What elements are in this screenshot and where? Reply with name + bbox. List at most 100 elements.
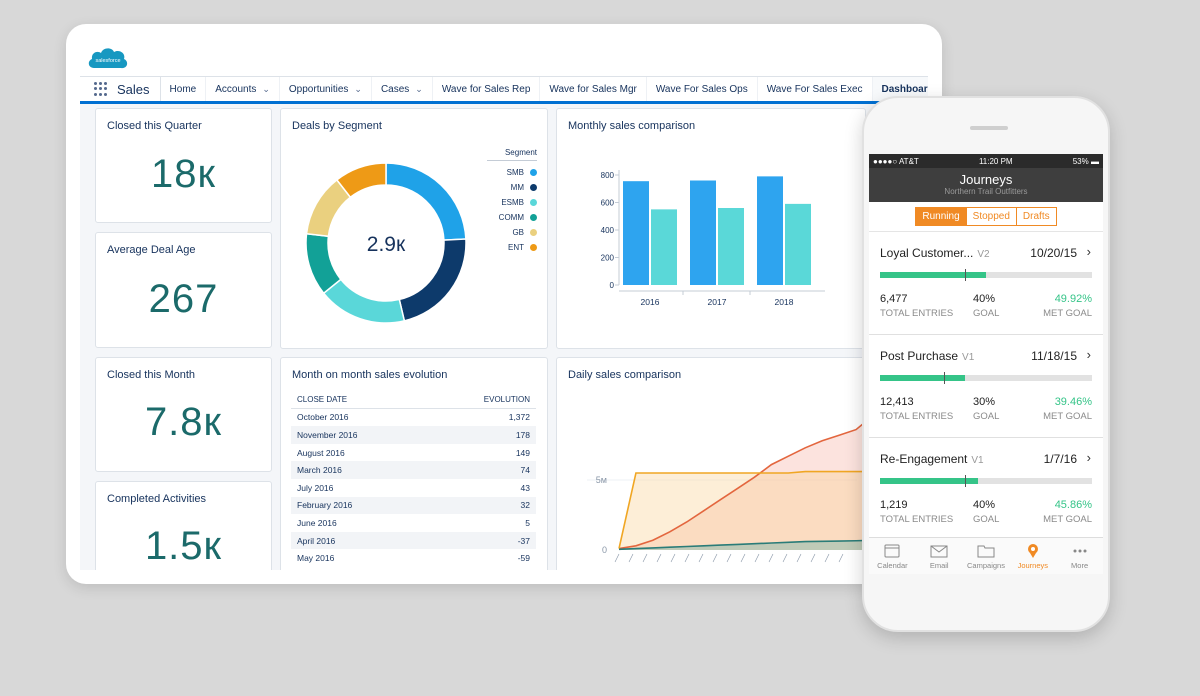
nav-tab-home[interactable]: Home	[161, 77, 207, 101]
area-line-series-3[interactable]	[618, 539, 867, 551]
segment-legend: Segment SMB MM ESMB COMM GB ENT	[487, 148, 537, 255]
cell-evolution: -37	[517, 535, 530, 546]
legend-item-smb[interactable]: SMB	[487, 165, 537, 180]
phone-title-bar: Journeys Northern Trail Outfitters	[869, 168, 1103, 202]
bar-2018-series-1[interactable]	[757, 176, 783, 285]
table-row[interactable]: July 2016 43	[291, 479, 536, 497]
column-header-evolution[interactable]: EVOLUTION	[483, 394, 530, 404]
metric-title: Closed this Quarter	[107, 120, 202, 132]
table-row[interactable]: June 2016 5	[291, 514, 536, 532]
legend-label: MM	[510, 183, 524, 192]
status-segmented-control: Running Stopped Drafts	[869, 202, 1103, 232]
bar-2018-series-2[interactable]	[785, 203, 811, 285]
journey-date: 11/18/15	[1031, 349, 1077, 363]
segment-stopped[interactable]: Stopped	[966, 207, 1017, 226]
folder-icon	[977, 545, 995, 558]
legend-label: GB	[512, 228, 524, 237]
donut-slice-esmb[interactable]	[322, 278, 406, 324]
journey-card[interactable]: Loyal Customer... V2 10/20/15 › 6,477 TOTAL E…	[869, 232, 1103, 335]
column-header-close-date[interactable]: CLOSE DATE	[297, 394, 348, 404]
battery-label: 53% ▬	[1073, 157, 1099, 166]
chevron-down-icon[interactable]: ⌄	[415, 83, 423, 94]
cell-close-date: October 2016	[297, 412, 349, 423]
legend-label: ENT	[508, 243, 524, 252]
svg-text:salesforce: salesforce	[95, 58, 120, 64]
card-title: Monthly sales comparison	[568, 120, 696, 132]
chevron-down-icon[interactable]: ⌄	[354, 83, 362, 94]
chevron-right-icon[interactable]: ›	[1086, 347, 1091, 362]
carrier-label: ●●●●○ AT&T	[873, 156, 919, 166]
donut-slice-smb[interactable]	[385, 162, 467, 241]
legend-label: ESMB	[501, 198, 524, 207]
chevron-right-icon[interactable]: ›	[1086, 244, 1091, 259]
tab-calendar[interactable]: Calendar	[869, 538, 916, 574]
journey-goal-marker	[964, 475, 966, 487]
nav-tab-wave-for-sales-exec[interactable]: Wave For Sales Exec	[758, 77, 873, 101]
cell-close-date: August 2016	[297, 447, 345, 458]
x-tick-mark	[614, 553, 620, 563]
journey-title: Re-Engagement	[880, 452, 968, 466]
cell-evolution: 178	[515, 429, 530, 440]
area-line-series-2[interactable]	[618, 470, 867, 549]
table-row[interactable]: February 2016 32	[291, 496, 536, 515]
table-row[interactable]: November 2016 178	[291, 426, 536, 444]
table-row[interactable]: August 2016 149	[291, 444, 536, 462]
bar-2016-series-2[interactable]	[651, 209, 677, 285]
donut-slice-mm[interactable]	[398, 238, 467, 322]
journey-met-label: MET GOAL	[1043, 514, 1092, 525]
nav-tab-wave-for-sales-mgr[interactable]: Wave for Sales Mgr	[540, 77, 647, 101]
app-launcher[interactable]: Sales	[80, 77, 161, 101]
table-row[interactable]: October 2016 1,372	[291, 409, 536, 427]
phone-subtitle: Northern Trail Outfitters	[944, 187, 1028, 196]
nav-tab-cases[interactable]: Cases ⌄	[372, 77, 433, 101]
area-line-series-1[interactable]	[618, 416, 867, 550]
tab-more[interactable]: More	[1056, 538, 1103, 574]
journey-card[interactable]: Post Purchase V1 11/18/15 › 12,413 TOTAL ENTR…	[869, 335, 1103, 438]
nav-tab-wave-for-sales-rep[interactable]: Wave for Sales Rep	[433, 77, 541, 101]
x-tick-mark	[824, 553, 830, 563]
tab-campaigns[interactable]: Campaigns	[963, 538, 1010, 574]
y-tick-label: 0	[602, 545, 607, 555]
legend-title: Segment	[487, 148, 537, 161]
legend-item-mm[interactable]: MM	[487, 180, 537, 195]
bar-2017-series-2[interactable]	[718, 208, 744, 285]
donut-slice-comm[interactable]	[305, 232, 342, 295]
table-row[interactable]: May 2016 -59	[291, 549, 536, 567]
segment-running[interactable]: Running	[915, 207, 967, 226]
journey-progress-bar	[880, 475, 1092, 487]
legend-item-gb[interactable]: GB	[487, 225, 537, 240]
journey-date: 10/20/15	[1030, 246, 1077, 260]
journey-goal-value: 30%	[973, 396, 996, 408]
bar-2017-series-1[interactable]	[690, 180, 716, 286]
bar-2016-series-1[interactable]	[623, 181, 649, 285]
journey-title: Loyal Customer...	[880, 246, 974, 260]
journey-icon	[1027, 544, 1038, 558]
legend-item-esmb[interactable]: ESMB	[487, 195, 537, 210]
phone-screen: ●●●●○ AT&T 11:20 PM 53% ▬ Journeys North…	[869, 154, 1103, 574]
metric-title: Average Deal Age	[107, 244, 196, 256]
metric-card-closed-month: Closed this Month 7.8к	[95, 357, 272, 472]
journey-card[interactable]: Re-Engagement V1 1/7/16 › 1,219 TOTAL ENTRIES…	[869, 438, 1103, 541]
journey-goal-value: 40%	[973, 293, 996, 305]
nav-tab-accounts[interactable]: Accounts ⌄	[206, 77, 280, 101]
nav-tab-wave-for-sales-ops[interactable]: Wave For Sales Ops	[647, 77, 758, 101]
card-title: Month on month sales evolution	[292, 369, 448, 381]
segment-drafts[interactable]: Drafts	[1016, 207, 1057, 226]
nav-tab-label: Cases	[380, 83, 410, 95]
y-tick-label: 800	[601, 171, 615, 180]
table-row[interactable]: April 2016 -37	[291, 531, 536, 550]
tab-email[interactable]: Email	[916, 538, 963, 574]
table-row[interactable]: March 2016 74	[291, 461, 536, 479]
chevron-down-icon[interactable]: ⌄	[262, 83, 270, 94]
tab-journeys[interactable]: Journeys	[1009, 538, 1056, 574]
card-title: Daily sales comparison	[568, 369, 682, 381]
legend-item-ent[interactable]: ENT	[487, 240, 537, 255]
donut-slice-ent[interactable]	[335, 162, 387, 199]
salesforce-logo[interactable]: salesforce	[86, 44, 130, 75]
area-fill-series-2	[619, 471, 867, 550]
chevron-right-icon[interactable]: ›	[1086, 450, 1091, 465]
nav-tab-opportunities[interactable]: Opportunities ⌄	[280, 77, 372, 101]
journey-entries-label: TOTAL ENTRIES	[880, 411, 954, 422]
metric-value: 1.5к	[144, 524, 223, 568]
legend-item-comm[interactable]: COMM	[487, 210, 537, 225]
